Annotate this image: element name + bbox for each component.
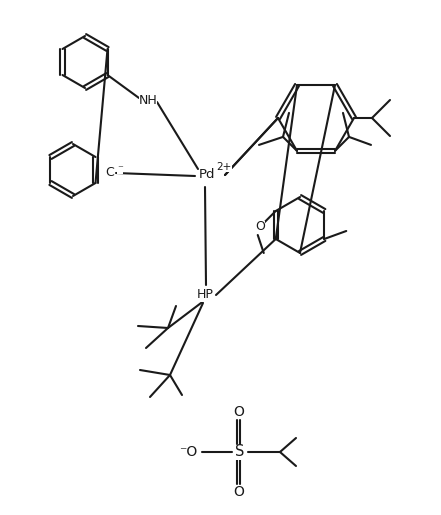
Text: O: O [255,220,265,233]
Text: O: O [233,405,244,419]
Text: NH: NH [138,94,157,107]
Text: HP: HP [197,288,213,301]
Text: Pd: Pd [199,168,215,181]
Text: 2+: 2+ [217,162,232,172]
Text: C: C [106,166,114,180]
Text: ⁻: ⁻ [117,164,123,174]
Text: S: S [235,444,245,459]
Text: O: O [233,485,244,499]
Text: ⁻O: ⁻O [179,445,197,459]
